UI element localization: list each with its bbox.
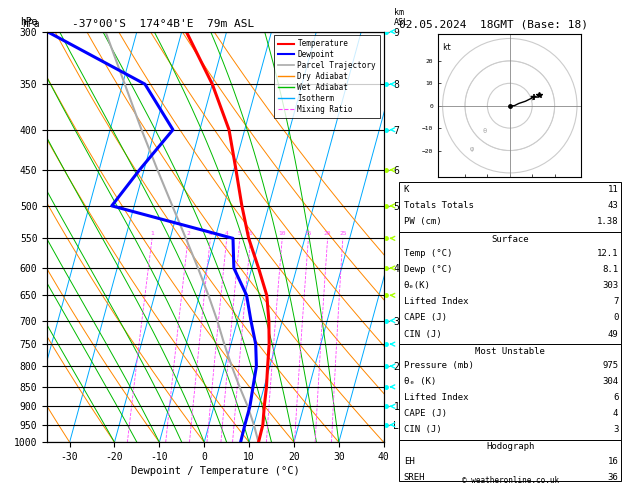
Text: 3: 3	[208, 231, 212, 236]
Text: kt: kt	[443, 43, 452, 52]
Text: Lifted Index: Lifted Index	[404, 297, 469, 307]
Text: 1: 1	[150, 231, 154, 236]
Text: 5: 5	[238, 231, 242, 236]
Text: Temp (°C): Temp (°C)	[404, 249, 452, 259]
Text: 43: 43	[608, 201, 618, 210]
Text: 6: 6	[613, 393, 618, 402]
Text: SREH: SREH	[404, 473, 425, 482]
Text: Dewp (°C): Dewp (°C)	[404, 265, 452, 275]
Text: 303: 303	[602, 281, 618, 291]
Text: Most Unstable: Most Unstable	[476, 347, 545, 356]
Text: CIN (J): CIN (J)	[404, 425, 442, 434]
Text: 16: 16	[608, 457, 618, 466]
Text: 7: 7	[613, 297, 618, 307]
Text: Surface: Surface	[492, 235, 529, 244]
X-axis label: Dewpoint / Temperature (°C): Dewpoint / Temperature (°C)	[131, 466, 300, 476]
Text: θₑ (K): θₑ (K)	[404, 377, 436, 386]
Text: 15: 15	[304, 231, 312, 236]
Text: 12.1: 12.1	[597, 249, 618, 259]
Text: 975: 975	[602, 361, 618, 370]
Text: 36: 36	[608, 473, 618, 482]
Text: 20: 20	[324, 231, 331, 236]
Text: hPa: hPa	[20, 17, 38, 28]
Text: CAPE (J): CAPE (J)	[404, 409, 447, 418]
Text: © weatheronline.co.uk: © weatheronline.co.uk	[462, 475, 559, 485]
Text: 304: 304	[602, 377, 618, 386]
Text: PW (cm): PW (cm)	[404, 217, 442, 226]
Legend: Temperature, Dewpoint, Parcel Trajectory, Dry Adiabat, Wet Adiabat, Isotherm, Mi: Temperature, Dewpoint, Parcel Trajectory…	[274, 35, 380, 118]
Text: km
ASL: km ASL	[394, 8, 409, 28]
Text: 8.1: 8.1	[602, 265, 618, 275]
Text: 11: 11	[608, 185, 618, 194]
Text: CAPE (J): CAPE (J)	[404, 313, 447, 323]
Text: 25: 25	[339, 231, 347, 236]
Text: 1.38: 1.38	[597, 217, 618, 226]
Text: 6: 6	[249, 231, 252, 236]
Text: 10: 10	[279, 231, 286, 236]
Text: 3: 3	[613, 425, 618, 434]
Text: Hodograph: Hodograph	[486, 442, 535, 451]
Text: -37°00'S  174°4B'E  79m ASL: -37°00'S 174°4B'E 79m ASL	[72, 19, 255, 29]
Text: 02.05.2024  18GMT (Base: 18): 02.05.2024 18GMT (Base: 18)	[399, 19, 588, 29]
Text: 4: 4	[225, 231, 228, 236]
Text: 0: 0	[613, 313, 618, 323]
Text: EH: EH	[404, 457, 415, 466]
Text: K: K	[404, 185, 409, 194]
Text: θ: θ	[483, 128, 487, 134]
Text: Lifted Index: Lifted Index	[404, 393, 469, 402]
Text: θₑ(K): θₑ(K)	[404, 281, 431, 291]
Text: CIN (J): CIN (J)	[404, 330, 442, 339]
Text: Totals Totals: Totals Totals	[404, 201, 474, 210]
Text: hPa: hPa	[22, 19, 40, 29]
Text: 4: 4	[613, 409, 618, 418]
Text: 2: 2	[186, 231, 190, 236]
Text: φ: φ	[469, 145, 474, 152]
Text: 49: 49	[608, 330, 618, 339]
Text: Pressure (mb): Pressure (mb)	[404, 361, 474, 370]
